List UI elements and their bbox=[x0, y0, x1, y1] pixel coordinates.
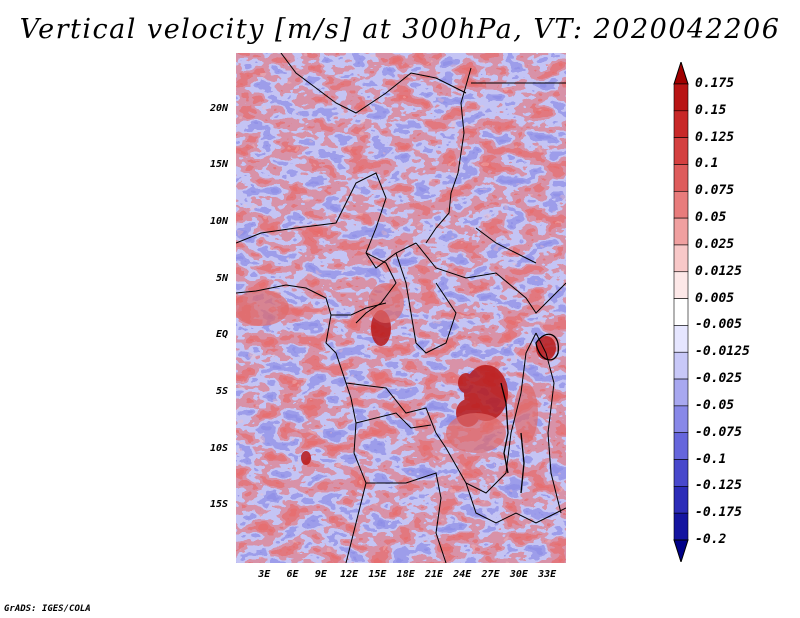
longitude-tick-label: 24E bbox=[453, 569, 472, 580]
latitude-tick-label: 10N bbox=[209, 216, 228, 227]
lakes bbox=[500, 333, 559, 494]
colorbar-tick-label: -0.0125 bbox=[695, 344, 750, 360]
colorbar-tick-label: -0.075 bbox=[695, 424, 742, 440]
longitude-tick-label: 18E bbox=[396, 569, 415, 580]
latitude-tick-label: 15N bbox=[209, 159, 228, 171]
longitude-tick-label: 9E bbox=[314, 569, 327, 580]
colorbar bbox=[673, 62, 689, 562]
longitude-tick-label: 30E bbox=[509, 569, 528, 580]
colorbar-bottom-triangle bbox=[673, 539, 689, 562]
colorbar-bin bbox=[673, 432, 689, 460]
colorbar-bin bbox=[673, 244, 689, 273]
longitude-tick-label: 21E bbox=[424, 569, 444, 580]
colorbar-top-triangle bbox=[673, 62, 689, 85]
latitude-tick-label: 10S bbox=[209, 442, 228, 454]
colorbar-tick-label: 0.05 bbox=[695, 210, 727, 226]
longitude-tick-label: 6E bbox=[286, 569, 299, 580]
colorbar-tick-label: -0.005 bbox=[695, 317, 742, 333]
latitude-tick-label: 20N bbox=[209, 102, 228, 114]
colorbar-tick-label: -0.05 bbox=[695, 397, 735, 413]
colorbar-bin bbox=[673, 190, 689, 219]
latitude-tick-label: EQ bbox=[215, 329, 228, 341]
colorbar-bin bbox=[673, 137, 689, 165]
credit-text: GrADS: IGES/COLA bbox=[4, 604, 91, 614]
colorbar-tick-label: 0.175 bbox=[695, 76, 735, 91]
colorbar-tick-label: 0.005 bbox=[695, 290, 735, 306]
colorbar-bin bbox=[673, 271, 689, 299]
latitude-tick-label: 15S bbox=[209, 499, 228, 511]
colorbar-bin bbox=[673, 459, 689, 487]
colorbar-tick-label: -0.2 bbox=[695, 532, 727, 547]
colorbar-bin bbox=[673, 164, 689, 192]
colorbar-tick-label: 0.1 bbox=[695, 156, 719, 172]
colorbar-bin bbox=[673, 378, 689, 407]
latitude-tick-label: 5N bbox=[215, 272, 228, 284]
colorbar-tick-label: 0.15 bbox=[695, 102, 727, 118]
longitude-tick-label: 3E bbox=[258, 569, 271, 580]
map-title: Vertical velocity [m/s] at 300hPa, VT: 2… bbox=[19, 14, 781, 45]
colorbar-tick-label: 0.075 bbox=[695, 183, 735, 199]
colorbar-tick-label: 0.0125 bbox=[695, 263, 742, 279]
colorbar-bin bbox=[673, 351, 689, 380]
colorbar-bin bbox=[673, 83, 689, 112]
colorbar-tick-label: -0.1 bbox=[695, 451, 727, 467]
latitude-tick-label: 5S bbox=[215, 386, 228, 397]
country-borders bbox=[236, 53, 566, 563]
colorbar-tick-label: -0.125 bbox=[695, 478, 742, 494]
colorbar-bin bbox=[673, 217, 689, 246]
longitude-tick-label: 33E bbox=[538, 569, 557, 580]
longitude-tick-label: 27E bbox=[481, 569, 500, 580]
colorbar-bin bbox=[673, 298, 689, 326]
colorbar-tick-label: 0.025 bbox=[695, 236, 735, 252]
colorbar-bin bbox=[673, 325, 689, 353]
velocity-field-map bbox=[236, 53, 566, 563]
colorbar-bin bbox=[673, 405, 689, 434]
colorbar-bin bbox=[673, 512, 689, 541]
colorbar-bin bbox=[673, 110, 689, 138]
colorbar-tick-label: 0.125 bbox=[695, 129, 735, 145]
longitude-tick-label: 15E bbox=[368, 569, 387, 580]
colorbar-bin bbox=[673, 486, 689, 514]
longitude-tick-label: 12E bbox=[340, 569, 359, 580]
map-panel bbox=[236, 53, 566, 563]
colorbar-tick-label: -0.175 bbox=[695, 505, 742, 521]
colorbar-tick-label: -0.025 bbox=[695, 371, 742, 387]
